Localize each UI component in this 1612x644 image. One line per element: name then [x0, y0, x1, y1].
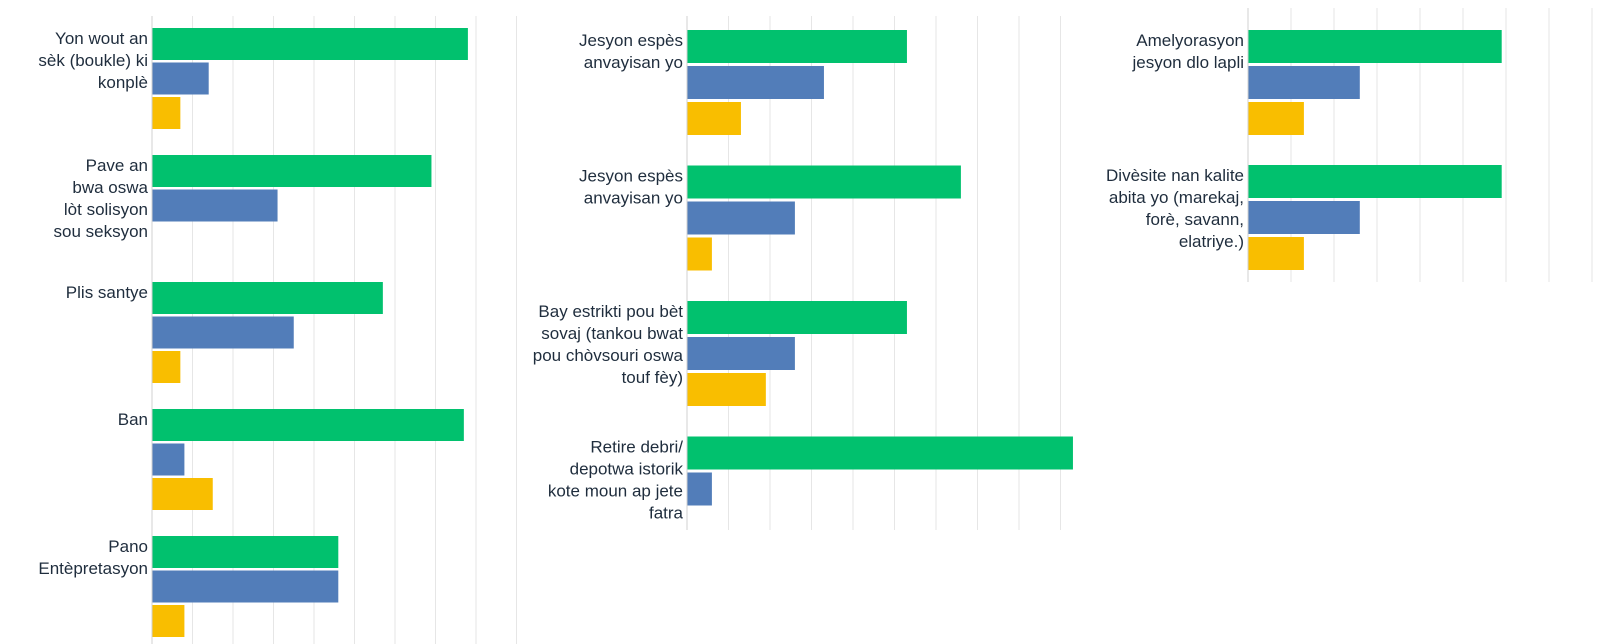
bar-yellow — [687, 237, 712, 271]
category-label: Yon wout an sèk (boukle) ki konplè — [38, 29, 148, 92]
bar-blue — [687, 472, 712, 506]
category-label: Pave an bwa oswa lòt solisyon sou seksyon — [54, 156, 149, 241]
bar-green — [152, 409, 464, 441]
bar-blue — [152, 570, 339, 603]
category-label: Bay estrikti pou bèt sovaj (tankou bwat po… — [533, 302, 684, 387]
bar-yellow — [1248, 102, 1304, 135]
category-label: Pano Entèpretasyon — [38, 537, 148, 578]
category-label: Ban — [118, 410, 148, 429]
chart-panel-2: Jesyon espès anvayisan yo Jesyon espès anva… — [533, 16, 1073, 530]
category-label: Divèsite nan kalite abita yo (marekaj, for… — [1106, 166, 1244, 251]
bar-yellow — [152, 478, 213, 510]
bar-blue — [687, 66, 824, 99]
bar-yellow — [152, 605, 185, 637]
bar-green — [687, 165, 961, 199]
category-label: Retire debri/depotwa istorik kote moun ap… — [548, 438, 684, 523]
chart-panel-1: Yon wout an sèk (boukle) ki konplè Pave an b… — [38, 16, 517, 644]
category-label: Amelyorasyon jesyon dlo lapli — [1131, 31, 1244, 72]
bar-blue — [152, 189, 278, 222]
category-label: Plis santye — [66, 283, 148, 302]
bar-blue — [1248, 201, 1360, 234]
bar-green — [1248, 165, 1502, 198]
bar-green — [152, 282, 383, 314]
bar-blue — [687, 337, 795, 370]
bar-green — [152, 155, 432, 187]
bar-yellow — [152, 97, 181, 129]
bar-green — [152, 536, 339, 568]
bar-yellow — [1248, 237, 1304, 270]
bar-blue — [152, 316, 294, 349]
bar-green — [152, 28, 468, 60]
bar-yellow — [152, 351, 181, 383]
category-label: Jesyon espès anvayisan yo — [579, 31, 683, 72]
bar-green — [687, 301, 907, 334]
gridlines — [151, 16, 517, 644]
bar-blue — [152, 62, 209, 95]
category-label: Jesyon espès anvayisan yo — [579, 167, 683, 208]
bar-blue — [1248, 66, 1360, 99]
bar-blue — [687, 201, 795, 235]
bar-yellow — [687, 373, 766, 406]
bar-blue — [152, 443, 185, 476]
bar-yellow — [687, 102, 741, 135]
bar-green — [1248, 30, 1502, 63]
bar-green — [687, 436, 1073, 470]
bar-green — [687, 30, 907, 63]
chart-panel-3: Amelyorasyon jesyon dlo lapli Divèsite nan… — [1106, 8, 1593, 282]
